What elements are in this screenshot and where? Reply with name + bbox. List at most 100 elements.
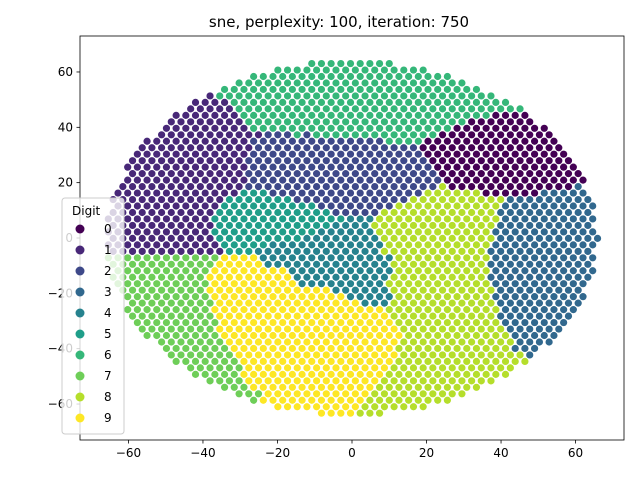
legend-title: Digit bbox=[72, 204, 101, 218]
data-point bbox=[361, 364, 369, 372]
data-point bbox=[584, 260, 592, 268]
data-point bbox=[245, 299, 253, 307]
data-point bbox=[366, 163, 374, 171]
data-point bbox=[414, 137, 422, 145]
data-point bbox=[225, 221, 234, 230]
data-point bbox=[419, 364, 427, 372]
data-point bbox=[220, 202, 229, 210]
data-point bbox=[332, 221, 340, 230]
data-point bbox=[337, 202, 345, 210]
data-point bbox=[434, 383, 442, 391]
data-point bbox=[317, 124, 326, 132]
data-point bbox=[298, 370, 306, 378]
data-point bbox=[259, 254, 267, 262]
data-point bbox=[371, 260, 379, 268]
data-point bbox=[390, 221, 398, 230]
data-point bbox=[211, 318, 219, 327]
data-point bbox=[434, 98, 442, 107]
data-point bbox=[511, 137, 519, 145]
data-point bbox=[216, 338, 224, 346]
data-point bbox=[196, 351, 204, 359]
data-point bbox=[245, 364, 253, 372]
data-point bbox=[240, 137, 248, 145]
data-point bbox=[390, 170, 398, 178]
data-point bbox=[162, 344, 171, 353]
data-point bbox=[361, 351, 369, 359]
data-point bbox=[235, 157, 243, 165]
data-point bbox=[380, 170, 389, 178]
data-point bbox=[293, 208, 301, 217]
data-point bbox=[366, 318, 374, 327]
data-point bbox=[206, 351, 214, 359]
data-point bbox=[187, 131, 195, 139]
data-point bbox=[463, 189, 471, 197]
data-point bbox=[313, 79, 321, 87]
data-point bbox=[191, 280, 200, 288]
data-point bbox=[458, 299, 466, 307]
data-point bbox=[298, 163, 306, 171]
data-point bbox=[501, 189, 510, 197]
data-point bbox=[240, 293, 248, 301]
data-point bbox=[167, 208, 175, 217]
data-point bbox=[337, 137, 345, 145]
data-point bbox=[283, 92, 292, 100]
data-point bbox=[206, 208, 214, 217]
data-point bbox=[409, 131, 418, 139]
data-point bbox=[245, 390, 253, 398]
legend-label: 6 bbox=[104, 348, 112, 362]
data-point bbox=[346, 409, 355, 417]
data-point bbox=[448, 312, 456, 320]
data-point bbox=[327, 59, 335, 68]
data-point bbox=[201, 280, 209, 288]
data-point bbox=[220, 241, 229, 249]
data-point bbox=[206, 144, 214, 152]
data-point bbox=[409, 118, 418, 126]
data-point bbox=[279, 215, 287, 223]
data-point bbox=[472, 111, 481, 119]
data-point bbox=[409, 170, 418, 178]
data-point bbox=[177, 221, 185, 230]
data-point bbox=[385, 318, 393, 327]
data-point bbox=[259, 189, 267, 197]
data-point bbox=[526, 351, 534, 359]
data-point bbox=[162, 215, 171, 223]
data-point bbox=[342, 286, 350, 294]
data-point bbox=[196, 105, 204, 113]
data-point bbox=[356, 318, 364, 327]
data-point bbox=[443, 267, 451, 275]
data-point bbox=[259, 344, 267, 353]
data-point bbox=[429, 234, 437, 242]
data-point bbox=[501, 163, 510, 171]
data-point bbox=[501, 370, 510, 378]
data-point bbox=[356, 383, 364, 391]
data-point bbox=[482, 98, 490, 107]
data-point bbox=[589, 267, 597, 275]
data-point bbox=[322, 105, 330, 113]
data-point bbox=[283, 170, 292, 178]
data-point bbox=[395, 318, 403, 327]
data-point bbox=[346, 267, 355, 275]
data-point bbox=[317, 331, 326, 340]
data-point bbox=[283, 364, 292, 372]
data-point bbox=[133, 267, 141, 275]
data-point bbox=[216, 118, 224, 126]
data-point bbox=[511, 189, 519, 197]
data-point bbox=[187, 286, 195, 294]
data-point bbox=[584, 208, 592, 217]
data-point bbox=[472, 306, 481, 314]
data-point bbox=[225, 105, 234, 113]
data-point bbox=[220, 150, 229, 158]
data-point bbox=[380, 351, 389, 359]
data-point bbox=[225, 377, 234, 385]
data-point bbox=[133, 318, 141, 327]
data-point bbox=[395, 293, 403, 301]
data-point bbox=[555, 325, 563, 333]
data-point bbox=[414, 85, 422, 94]
data-point bbox=[162, 280, 171, 288]
data-point bbox=[148, 273, 156, 281]
data-point bbox=[303, 66, 311, 74]
data-point bbox=[555, 286, 563, 294]
data-point bbox=[516, 195, 524, 204]
data-point bbox=[419, 221, 427, 230]
data-point bbox=[254, 92, 263, 100]
